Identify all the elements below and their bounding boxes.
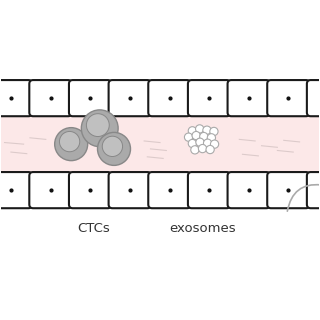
Text: CTCs: CTCs: [77, 222, 110, 235]
Circle shape: [81, 110, 118, 147]
Circle shape: [184, 133, 193, 141]
Circle shape: [196, 138, 204, 146]
FancyBboxPatch shape: [108, 80, 151, 116]
Circle shape: [188, 127, 196, 135]
Circle shape: [196, 125, 204, 133]
FancyBboxPatch shape: [307, 172, 320, 208]
FancyBboxPatch shape: [267, 80, 310, 116]
Circle shape: [86, 114, 109, 137]
Circle shape: [55, 128, 88, 161]
Circle shape: [188, 140, 196, 148]
Circle shape: [204, 139, 212, 147]
FancyBboxPatch shape: [267, 172, 310, 208]
Circle shape: [192, 132, 200, 140]
Circle shape: [198, 144, 207, 153]
FancyBboxPatch shape: [148, 172, 191, 208]
Circle shape: [206, 145, 214, 154]
FancyBboxPatch shape: [228, 172, 270, 208]
Circle shape: [210, 127, 218, 136]
Circle shape: [98, 132, 131, 165]
FancyBboxPatch shape: [0, 80, 32, 116]
Circle shape: [207, 134, 215, 142]
FancyBboxPatch shape: [0, 172, 32, 208]
Circle shape: [203, 126, 211, 134]
Bar: [0, 90, 320, 198]
Circle shape: [60, 132, 80, 152]
Text: exosomes: exosomes: [170, 222, 236, 235]
FancyBboxPatch shape: [228, 80, 270, 116]
FancyBboxPatch shape: [29, 172, 72, 208]
FancyBboxPatch shape: [29, 80, 72, 116]
FancyBboxPatch shape: [69, 80, 111, 116]
Circle shape: [211, 140, 219, 148]
FancyBboxPatch shape: [188, 172, 230, 208]
Circle shape: [191, 146, 199, 154]
FancyBboxPatch shape: [148, 80, 191, 116]
Circle shape: [102, 136, 123, 156]
FancyBboxPatch shape: [307, 80, 320, 116]
FancyArrowPatch shape: [287, 185, 320, 211]
Circle shape: [200, 132, 208, 141]
FancyBboxPatch shape: [108, 172, 151, 208]
FancyBboxPatch shape: [188, 80, 230, 116]
FancyBboxPatch shape: [69, 172, 111, 208]
